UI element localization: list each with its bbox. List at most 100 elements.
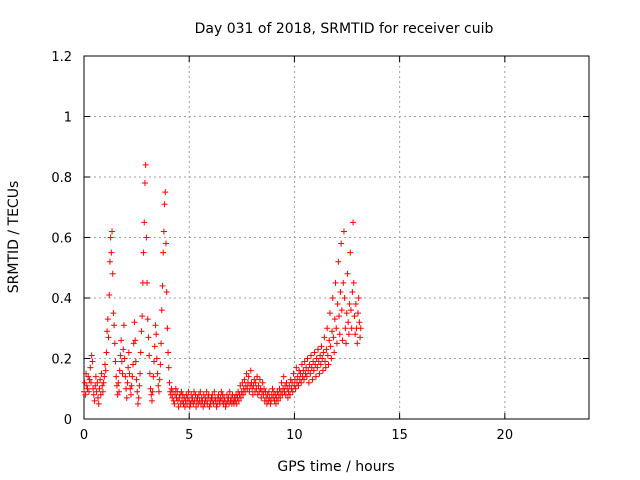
data-point [308, 364, 315, 371]
data-point [88, 379, 95, 386]
data-point [156, 376, 163, 383]
data-point [99, 388, 106, 395]
data-point [166, 379, 173, 386]
data-point [91, 397, 98, 404]
data-point [110, 310, 117, 317]
data-point [256, 376, 263, 383]
data-point [305, 379, 312, 386]
data-point [112, 358, 119, 365]
data-point [155, 388, 162, 395]
data-point [130, 340, 137, 347]
data-point [357, 325, 364, 332]
data-point [301, 376, 308, 383]
x-tick-label: 10 [286, 428, 303, 443]
data-point [341, 295, 348, 301]
data-point [284, 394, 291, 401]
data-point [133, 376, 140, 383]
data-point [261, 385, 268, 392]
data-point [340, 279, 347, 286]
data-point [111, 322, 118, 329]
data-point [100, 379, 107, 386]
data-point [104, 328, 111, 335]
data-point [254, 373, 261, 380]
data-point [138, 328, 145, 335]
data-point [113, 373, 120, 380]
data-point [340, 228, 347, 235]
data-point [352, 331, 359, 338]
data-point [171, 400, 178, 407]
data-point [126, 370, 133, 377]
data-point [206, 403, 213, 410]
data-point [197, 388, 204, 395]
data-point [83, 382, 90, 389]
data-point [355, 295, 362, 301]
data-point [114, 391, 121, 398]
data-point [106, 291, 113, 298]
data-point [160, 249, 167, 256]
data-point [120, 346, 127, 353]
data-point [322, 364, 329, 371]
data-point [108, 249, 115, 256]
data-point [123, 394, 130, 401]
data-point [327, 343, 334, 350]
data-point [237, 394, 244, 401]
data-point [334, 301, 341, 308]
data-point [94, 379, 101, 386]
data-point [87, 364, 94, 371]
data-point [186, 403, 193, 410]
data-point [251, 376, 258, 383]
data-point [140, 249, 147, 256]
data-point [146, 352, 153, 359]
data-point [308, 352, 315, 359]
x-tick-label: 0 [80, 428, 88, 443]
y-tick-label: 1 [64, 111, 72, 126]
data-point [303, 364, 310, 371]
data-point [109, 270, 116, 277]
x-axis-label: GPS time / hours [277, 459, 394, 475]
data-point [109, 228, 116, 235]
data-point [290, 370, 297, 377]
data-point [269, 385, 276, 392]
data-point [329, 295, 336, 301]
data-point [310, 358, 317, 365]
data-point [88, 352, 95, 359]
data-point [222, 403, 229, 410]
data-point [328, 355, 335, 362]
x-tick-label: 15 [391, 428, 408, 443]
data-point [277, 394, 284, 401]
data-point [106, 258, 113, 265]
data-point [144, 279, 151, 286]
data-point [92, 373, 99, 380]
data-point [143, 234, 150, 241]
data-point [343, 340, 350, 347]
data-point [178, 388, 185, 395]
data-point [160, 228, 167, 235]
data-point [312, 373, 319, 380]
data-point [316, 370, 323, 377]
data-point [317, 352, 324, 359]
data-point [240, 391, 247, 398]
data-point [357, 334, 364, 341]
data-point [158, 340, 165, 347]
data-point [320, 349, 327, 356]
data-point [337, 288, 344, 295]
data-point [90, 385, 97, 392]
data-point [132, 337, 139, 344]
data-point [130, 361, 137, 368]
data-point [96, 385, 103, 392]
data-point [125, 349, 132, 356]
y-tick-label: 0.8 [51, 171, 72, 186]
data-point [314, 364, 321, 371]
chart-title: Day 031 of 2018, SRMTID for receiver cui… [195, 21, 494, 37]
data-point [287, 391, 294, 398]
data-point [267, 400, 274, 407]
data-point [149, 388, 156, 395]
data-point [113, 382, 120, 389]
data-point [141, 180, 148, 187]
data-point [127, 391, 134, 398]
data-point [115, 379, 122, 386]
data-point [90, 391, 97, 398]
axis-ticks [83, 55, 589, 420]
data-point [295, 382, 302, 389]
data-point [315, 346, 322, 353]
